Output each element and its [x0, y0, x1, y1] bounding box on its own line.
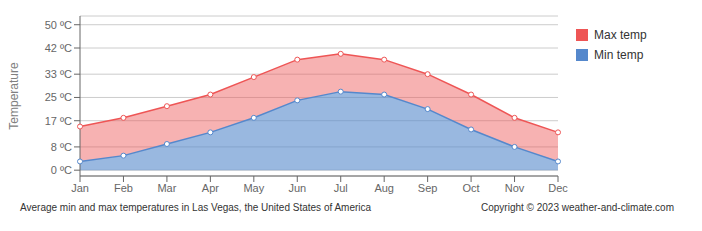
svg-text:Dec: Dec [548, 182, 568, 194]
svg-text:Oct: Oct [463, 182, 480, 194]
svg-text:Nov: Nov [505, 182, 525, 194]
svg-text:Jan: Jan [71, 182, 89, 194]
svg-text:0 ºC: 0 ºC [51, 164, 72, 176]
html-text:Average min and max temperatur: Average min and max temperatures in Las … [20, 202, 372, 213]
svg-text:Jun: Jun [288, 182, 306, 194]
svg-text:May: May [243, 182, 264, 194]
svg-text:42 ºC: 42 ºC [45, 42, 72, 54]
svg-text:17 ºC: 17 ºC [45, 115, 72, 127]
svg-text:Temperature: Temperature [8, 62, 21, 130]
svg-text:Jul: Jul [334, 182, 348, 194]
svg-text:33 ºC: 33 ºC [45, 68, 72, 80]
svg-text:Aug: Aug [374, 182, 394, 194]
svg-text:Apr: Apr [202, 182, 219, 194]
svg-text:50 ºC: 50 ºC [45, 19, 72, 31]
html-text:Min temp: Min temp [594, 48, 644, 62]
svg-text:Feb: Feb [114, 182, 133, 194]
html-text:Copyright © 2023 weather-and-c: Copyright © 2023 weather-and-climate.com [481, 202, 674, 213]
svg-text:Mar: Mar [157, 182, 176, 194]
svg-text:Sep: Sep [418, 182, 438, 194]
html-text:Max temp: Max temp [594, 28, 647, 42]
svg-text:25 ºC: 25 ºC [45, 91, 72, 103]
svg-text:8 ºC: 8 ºC [51, 141, 72, 153]
